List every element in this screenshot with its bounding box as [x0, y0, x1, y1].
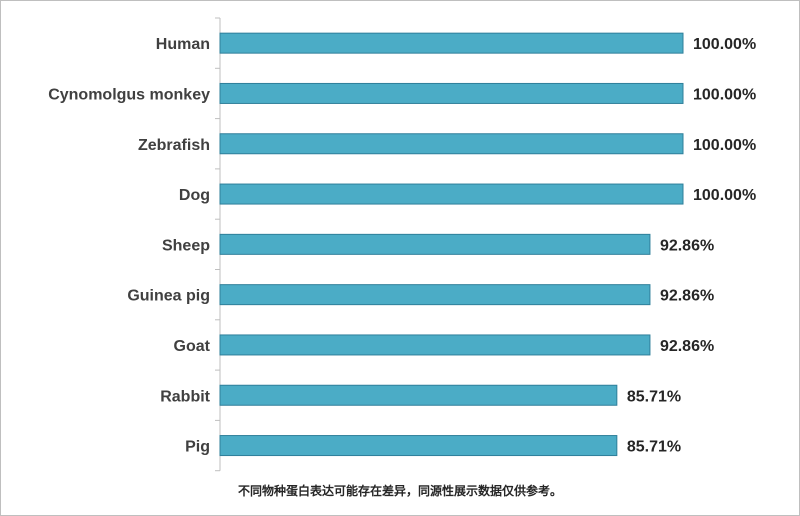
category-label: Guinea pig [127, 288, 210, 305]
value-label: 92.86% [660, 338, 714, 355]
value-label: 100.00% [693, 187, 756, 204]
category-label: Goat [174, 338, 211, 355]
value-label: 85.71% [627, 388, 681, 405]
value-label: 92.86% [660, 237, 714, 254]
bar [219, 32, 684, 54]
category-label: Dog [179, 187, 210, 204]
value-label: 100.00% [693, 36, 756, 53]
bars-layer [219, 32, 684, 457]
category-label: Human [156, 36, 210, 53]
category-label: Pig [185, 439, 210, 456]
bar [219, 435, 618, 457]
bar [219, 233, 651, 255]
bar [219, 284, 651, 306]
footnote: 不同物种蛋白表达可能存在差异，同源性展示数据仅供参考。 [237, 484, 562, 498]
bar [219, 183, 684, 205]
bar [219, 82, 684, 104]
bar [219, 334, 651, 356]
bar [219, 384, 618, 406]
category-label: Zebrafish [138, 137, 210, 154]
value-label: 85.71% [627, 439, 681, 456]
value-label: 92.86% [660, 288, 714, 305]
labels-layer: Human 100.00% Cynomolgus monkey 100.00% Zebr… [48, 36, 756, 455]
category-label: Cynomolgus monkey [48, 86, 210, 103]
category-label: Sheep [162, 237, 210, 254]
bar [219, 133, 684, 155]
value-label: 100.00% [693, 86, 756, 103]
category-label: Rabbit [160, 388, 210, 405]
axis-layer [215, 17, 221, 472]
value-label: 100.00% [693, 137, 756, 154]
